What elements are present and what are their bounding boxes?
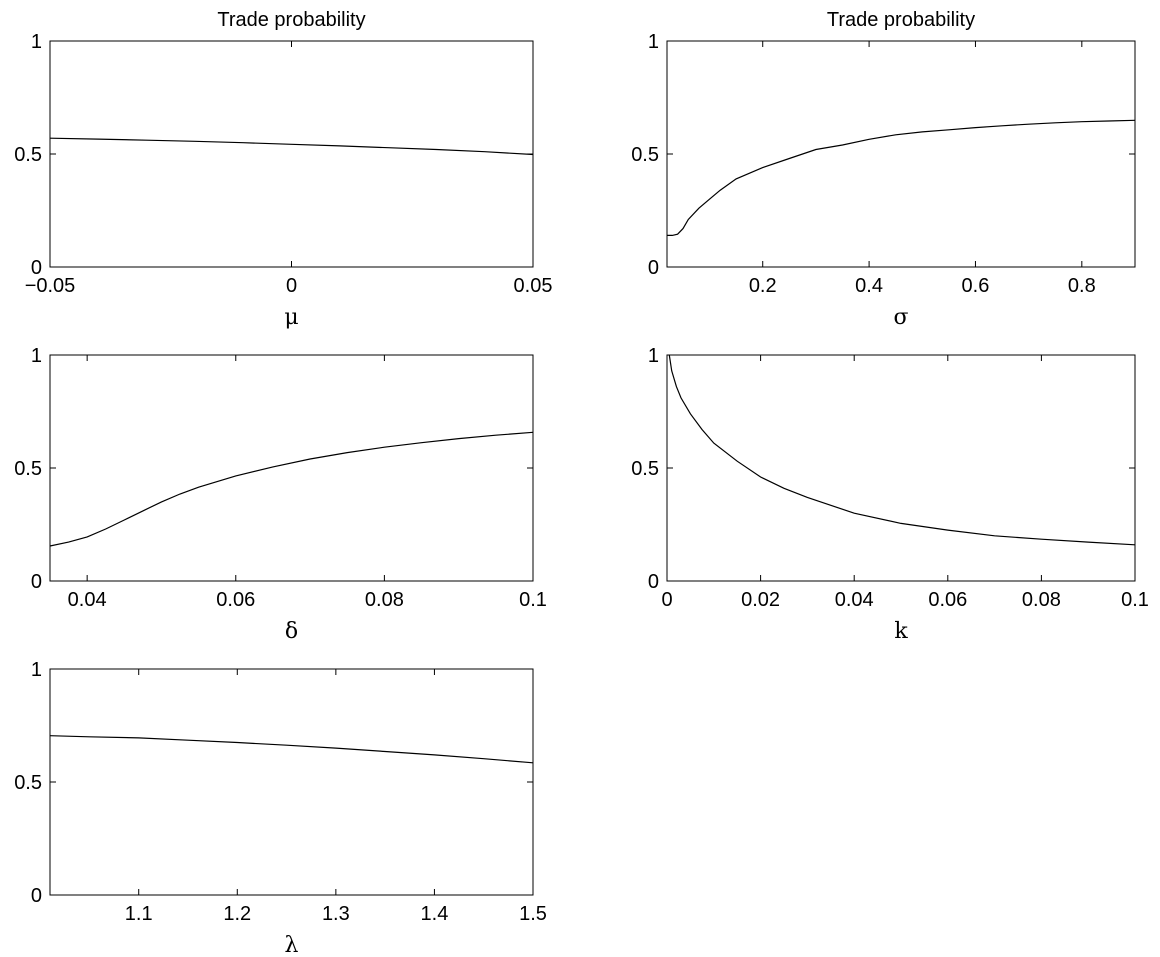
x-tick-label: 0.08 <box>1022 589 1061 611</box>
y-tick-label: 1 <box>648 31 659 53</box>
x-tick-label: 0 <box>661 589 672 611</box>
x-tick-label: 1.2 <box>223 903 251 925</box>
x-tick-label: 0.8 <box>1068 275 1096 297</box>
y-tick-label: 0.5 <box>14 144 42 166</box>
axes-frame <box>49 354 534 582</box>
y-tick-label: 0 <box>31 257 42 279</box>
y-tick-label: 0.5 <box>631 458 659 480</box>
axes-frame <box>666 40 1136 268</box>
x-tick-label: 0.04 <box>68 589 107 611</box>
y-tick-label: 0 <box>31 571 42 593</box>
x-tick-label: 0.06 <box>928 589 967 611</box>
x-tick-label: 0.05 <box>514 275 553 297</box>
x-tick-label: −0.05 <box>25 275 76 297</box>
x-tick-label: 0.04 <box>835 589 874 611</box>
x-axis-label: μ <box>284 305 298 330</box>
y-tick-label: 1 <box>648 345 659 367</box>
subplot-5: 1.1 1.2 1.3 1.4 1.5 0 0.5 1 λ <box>14 659 547 957</box>
x-tick-label: 0.08 <box>365 589 404 611</box>
y-tick-label: 0.5 <box>631 144 659 166</box>
x-tick-label: 1.1 <box>125 903 153 925</box>
x-tick-label: 0.2 <box>749 275 777 297</box>
x-tick-label: 1.5 <box>519 903 547 925</box>
axes-frame <box>49 668 534 896</box>
series-line-1 <box>49 431 534 547</box>
y-tick-label: 0 <box>31 885 42 907</box>
y-tick-label: 0 <box>648 571 659 593</box>
x-tick-label: 0.4 <box>855 275 883 297</box>
series-line-1 <box>667 119 1136 236</box>
x-axis-label: λ <box>285 933 299 957</box>
subplot-4: 0 0.02 0.04 0.06 0.08 0.1 0 0.5 1 k <box>631 345 1149 644</box>
x-tick-label: 0.02 <box>741 589 780 611</box>
y-tick-label: 1 <box>31 345 42 367</box>
chart-title: Trade probability <box>827 9 975 31</box>
x-tick-label: 0.1 <box>1121 589 1149 611</box>
y-tick-label: 0.5 <box>14 458 42 480</box>
x-tick-label: 0.1 <box>519 589 547 611</box>
x-tick-label: 1.4 <box>421 903 449 925</box>
chart-title: Trade probability <box>217 9 365 31</box>
series-line-1 <box>668 354 1136 546</box>
x-tick-label: 0.06 <box>216 589 255 611</box>
series-line-1 <box>49 137 534 156</box>
subplot-2: 0.2 0.4 0.6 0.8 0 0.5 1 σ Trade probability <box>631 9 1136 330</box>
y-tick-label: 1 <box>31 31 42 53</box>
y-tick-label: 0.5 <box>14 772 42 794</box>
x-axis-label: σ <box>893 305 908 330</box>
x-axis-label: k <box>894 619 908 644</box>
series-line-1 <box>49 735 534 764</box>
x-tick-label: 0.6 <box>962 275 990 297</box>
x-tick-label: 1.3 <box>322 903 350 925</box>
y-tick-label: 0 <box>648 257 659 279</box>
y-tick-label: 1 <box>31 659 42 681</box>
x-axis-label: δ <box>285 619 298 644</box>
axes-frame <box>666 354 1136 582</box>
subplot-3: 0.04 0.06 0.08 0.1 0 0.5 1 δ <box>14 345 547 644</box>
axes-frame <box>49 40 534 268</box>
x-tick-label: 0 <box>286 275 297 297</box>
